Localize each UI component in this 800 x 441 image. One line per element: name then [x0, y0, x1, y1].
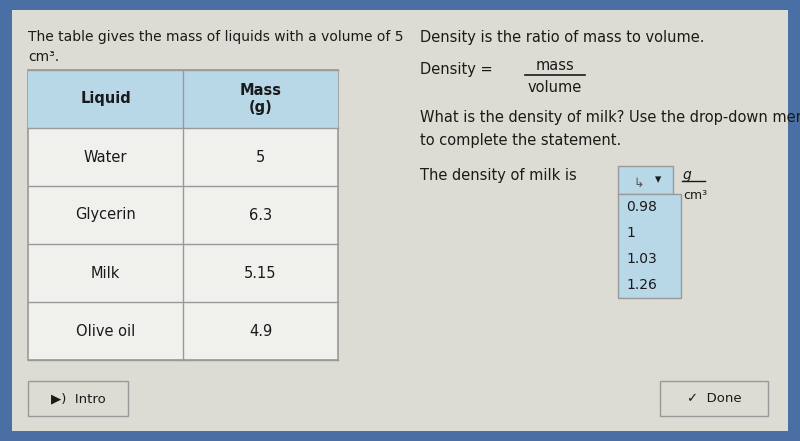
Text: Glycerin: Glycerin	[75, 208, 136, 223]
Text: Water: Water	[84, 149, 127, 164]
FancyBboxPatch shape	[660, 381, 768, 416]
Text: cm³.: cm³.	[28, 50, 59, 64]
Text: ✓  Done: ✓ Done	[686, 392, 742, 405]
Text: mass: mass	[536, 58, 574, 73]
Text: The density of milk is: The density of milk is	[420, 168, 577, 183]
FancyBboxPatch shape	[28, 381, 128, 416]
Text: Milk: Milk	[91, 265, 120, 280]
Text: 1.03: 1.03	[626, 252, 657, 266]
Text: volume: volume	[528, 80, 582, 95]
Text: Density =: Density =	[420, 62, 493, 77]
Text: g: g	[683, 168, 692, 182]
Text: 1.26: 1.26	[626, 278, 657, 292]
Text: Mass
(g): Mass (g)	[239, 83, 282, 115]
FancyBboxPatch shape	[28, 70, 338, 360]
Text: 0.98: 0.98	[626, 200, 657, 214]
Text: 6.3: 6.3	[249, 208, 272, 223]
Text: Density is the ratio of mass to volume.: Density is the ratio of mass to volume.	[420, 30, 705, 45]
Text: cm³: cm³	[683, 189, 707, 202]
FancyBboxPatch shape	[618, 194, 681, 298]
Text: 1: 1	[626, 226, 635, 240]
Text: 5: 5	[256, 149, 265, 164]
Text: The table gives the mass of liquids with a volume of 5: The table gives the mass of liquids with…	[28, 30, 403, 44]
Text: 5.15: 5.15	[244, 265, 277, 280]
Text: Olive oil: Olive oil	[76, 324, 135, 339]
FancyBboxPatch shape	[28, 70, 338, 128]
Text: Liquid: Liquid	[80, 91, 131, 106]
Text: ↳: ↳	[634, 176, 644, 190]
Text: What is the density of milk? Use the drop-down menu
to complete the statement.: What is the density of milk? Use the dro…	[420, 110, 800, 149]
Text: 4.9: 4.9	[249, 324, 272, 339]
Text: ▾: ▾	[654, 173, 661, 187]
FancyBboxPatch shape	[12, 10, 788, 431]
FancyBboxPatch shape	[618, 166, 673, 194]
Text: ▶)  Intro: ▶) Intro	[50, 392, 106, 405]
